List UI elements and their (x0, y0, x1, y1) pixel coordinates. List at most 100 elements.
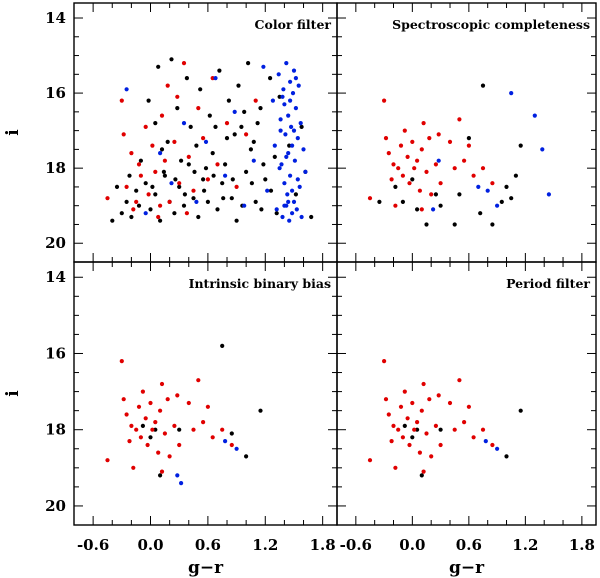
data-point (159, 147, 165, 152)
data-point (153, 121, 158, 126)
data-point (471, 435, 476, 440)
data-point (244, 132, 249, 137)
data-point (196, 378, 201, 383)
data-point (177, 181, 182, 186)
data-point (402, 423, 407, 428)
data-point (389, 177, 394, 182)
data-point (158, 473, 163, 478)
data-point (402, 389, 407, 394)
data-point (504, 184, 509, 189)
data-point (131, 207, 136, 212)
data-point (211, 173, 216, 178)
data-point (201, 136, 206, 141)
data-point (253, 98, 258, 103)
data-point (466, 143, 471, 148)
data-point (412, 166, 417, 171)
data-point (391, 162, 396, 167)
data-point (299, 124, 304, 129)
data-point (298, 121, 303, 126)
data-point (429, 454, 434, 459)
data-point (229, 442, 234, 448)
data-point (184, 211, 189, 216)
data-point (223, 173, 228, 178)
x-tick-label: -0.6 (77, 536, 109, 554)
data-point (480, 427, 486, 432)
data-point (407, 181, 412, 186)
data-point (249, 181, 254, 186)
data-point (499, 199, 504, 204)
data-point (272, 154, 277, 159)
data-point (129, 151, 134, 156)
data-point (436, 158, 441, 163)
data-point (265, 188, 270, 193)
data-point (129, 423, 134, 428)
data-point (156, 450, 161, 455)
panel-title: Intrinsic binary bias (189, 276, 331, 291)
data-point (162, 173, 167, 178)
data-point (184, 76, 189, 81)
data-point (124, 184, 129, 189)
data-point (400, 435, 405, 440)
data-point (410, 139, 415, 144)
data-point (221, 196, 226, 201)
data-point (495, 446, 500, 451)
data-point (452, 166, 457, 171)
data-point (162, 431, 167, 436)
data-point (282, 203, 287, 208)
x-tick-label: 1.8 (310, 536, 336, 554)
data-point (291, 199, 297, 204)
data-point (119, 359, 124, 364)
data-point (424, 222, 429, 227)
data-point (436, 393, 441, 398)
data-point (229, 196, 234, 201)
data-point (167, 199, 172, 204)
data-point (148, 207, 153, 212)
data-point (138, 173, 143, 178)
data-point (127, 439, 132, 444)
data-point (153, 427, 158, 432)
data-point (457, 378, 462, 383)
data-point (153, 169, 158, 174)
panel-title: Spectroscopic completeness (392, 17, 590, 32)
data-point (274, 207, 279, 212)
data-point (277, 94, 282, 99)
data-point (158, 203, 163, 208)
data-point (377, 199, 382, 204)
data-point (280, 214, 285, 220)
data-point (179, 158, 184, 163)
data-point (290, 188, 295, 193)
data-point (480, 83, 486, 88)
data-point (309, 214, 314, 220)
data-point (223, 162, 228, 167)
data-point (110, 218, 115, 223)
data-point (140, 389, 145, 394)
x-axis-title: g−r (188, 558, 224, 578)
panel-1: 14 16 18 20 i Color filter (3, 2, 338, 263)
data-point (251, 139, 256, 144)
data-point (127, 173, 132, 178)
data-point (246, 61, 251, 66)
data-point (255, 121, 260, 126)
data-point (383, 136, 389, 141)
panel-frame (336, 261, 597, 526)
data-point (415, 427, 420, 432)
y-tick-label: 14 (45, 9, 66, 27)
data-point (136, 404, 142, 409)
data-point (417, 450, 422, 455)
data-point (457, 117, 462, 122)
data-point (419, 473, 424, 478)
panel-title: Color filter (255, 17, 332, 32)
data-point (303, 169, 308, 174)
data-point (286, 151, 291, 156)
data-point (244, 454, 249, 459)
panel-3: -0.6 0.0 0.6 1.2 1.8 14 16 18 20 g−r i Intrinsic bi… (3, 261, 338, 578)
data-point (210, 435, 215, 440)
data-point (234, 218, 239, 223)
data-point (124, 87, 129, 92)
data-point (196, 106, 201, 111)
data-point (480, 166, 486, 171)
data-point (234, 446, 239, 451)
data-point (234, 184, 239, 189)
data-point (396, 427, 401, 432)
